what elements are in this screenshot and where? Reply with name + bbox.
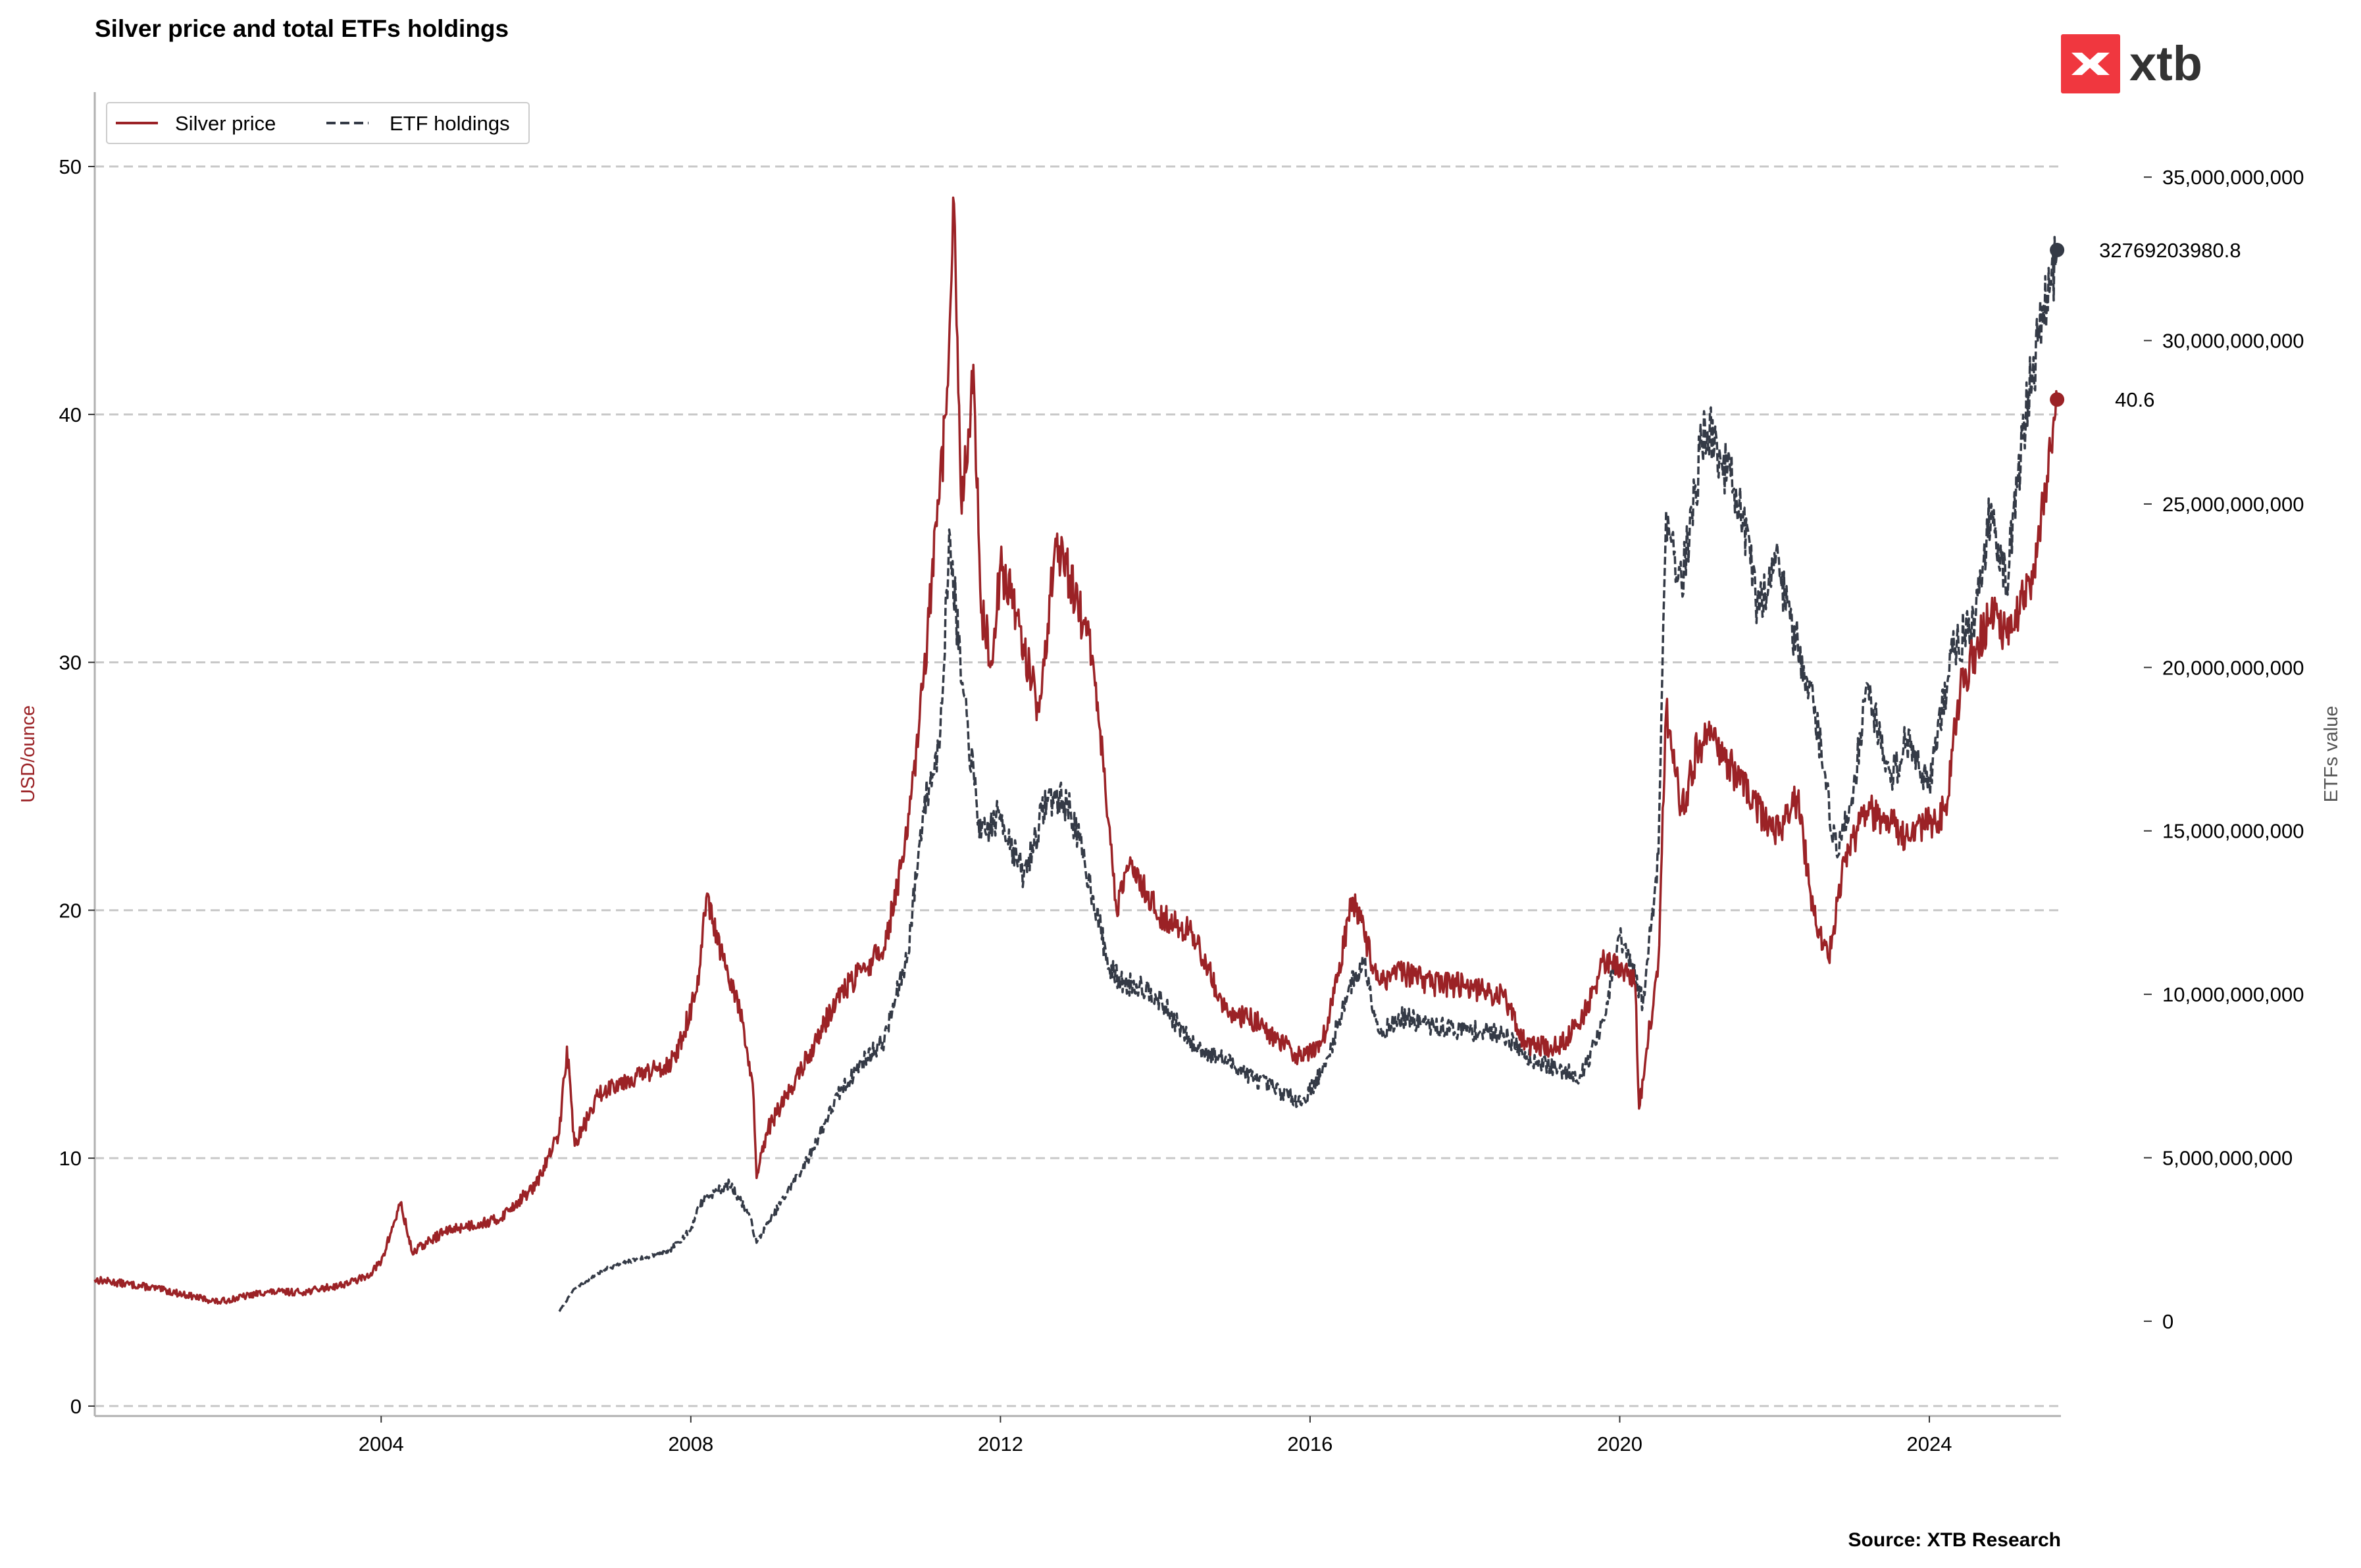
x-tick-label: 2020 <box>1597 1432 1642 1455</box>
xtb-logo-text: xtb <box>2129 36 2202 91</box>
x-tick-label: 2008 <box>668 1432 713 1455</box>
silver-end-marker <box>2050 392 2065 407</box>
x-tick-label: 2016 <box>1287 1432 1333 1455</box>
left-tick-label: 10 <box>59 1147 82 1170</box>
left-tick-label: 30 <box>59 651 82 674</box>
xtb-logo-x-icon <box>2071 53 2110 75</box>
silver-end-label: 40.6 <box>2115 388 2154 411</box>
etf-end-marker <box>2050 242 2065 257</box>
etf-holdings-line <box>558 236 2058 1313</box>
right-axis-label: ETFs value <box>2321 706 2342 803</box>
right-tick-label: 15,000,000,000 <box>2162 820 2304 843</box>
left-tick-label: 40 <box>59 403 82 426</box>
left-axis-ticks: 0 10 20 30 40 50 <box>59 155 95 1418</box>
left-tick-label: 20 <box>59 899 82 922</box>
source-note: Source: XTB Research <box>1848 1529 2061 1551</box>
legend-silver-label: Silver price <box>175 112 276 135</box>
right-tick-label: 30,000,000,000 <box>2162 330 2304 353</box>
x-tick-label: 2024 <box>1907 1432 1952 1455</box>
right-tick-label: 0 <box>2162 1310 2173 1333</box>
left-axis-label: USD/ounce <box>18 705 39 803</box>
right-tick-label: 35,000,000,000 <box>2162 166 2304 189</box>
end-markers: 32769203980.8 40.6 <box>2050 239 2241 411</box>
gridlines <box>95 165 2061 1407</box>
legend-etf-label: ETF holdings <box>390 112 510 135</box>
x-tick-label: 2012 <box>978 1432 1023 1455</box>
axes <box>93 92 2061 1417</box>
series-layer <box>93 196 2058 1313</box>
etf-end-label: 32769203980.8 <box>2099 239 2241 262</box>
xtb-logo: xtb <box>2061 34 2202 93</box>
right-tick-label: 5,000,000,000 <box>2162 1147 2293 1170</box>
legend-box <box>106 102 530 144</box>
x-axis-ticks: 2004 2008 2012 2016 2020 2024 <box>359 1416 1952 1455</box>
right-tick-label: 10,000,000,000 <box>2162 983 2304 1006</box>
right-tick-label: 25,000,000,000 <box>2162 493 2304 516</box>
left-tick-label: 0 <box>70 1395 82 1418</box>
silver-price-line <box>93 196 2058 1305</box>
chart-title: Silver price and total ETFs holdings <box>95 15 509 42</box>
right-axis-ticks: 0 5,000,000,000 10,000,000,000 15,000,000,0… <box>2144 166 2304 1333</box>
right-tick-label: 20,000,000,000 <box>2162 656 2304 679</box>
legend: Silver price ETF holdings <box>106 102 530 144</box>
x-tick-label: 2004 <box>359 1432 404 1455</box>
left-tick-label: 50 <box>59 155 82 178</box>
